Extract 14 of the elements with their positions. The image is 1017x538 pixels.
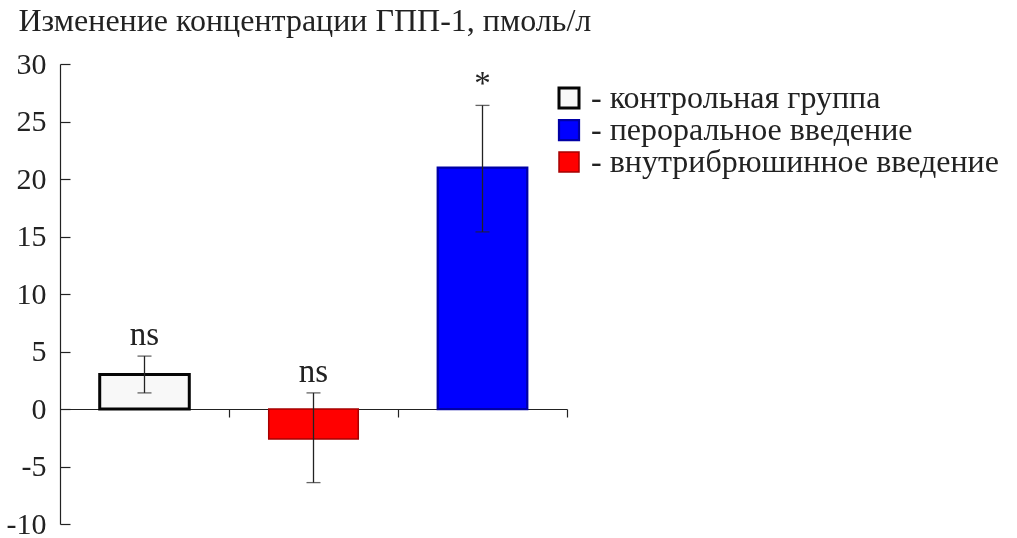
- y-tick-label: 15: [16, 219, 47, 252]
- y-tick-label: -10: [6, 506, 47, 538]
- legend-label: - контрольная группа: [591, 79, 881, 115]
- y-tick-label: 5: [31, 334, 47, 367]
- annotation: *: [474, 65, 491, 102]
- annotation: ns: [298, 352, 329, 389]
- y-tick-label: 10: [16, 276, 47, 310]
- y-tick-label: -5: [21, 449, 47, 482]
- y-tick-label: 30: [16, 46, 47, 80]
- annotation: ns: [129, 316, 160, 353]
- y-tick-label: 0: [31, 391, 47, 425]
- y-tick-label: 25: [16, 104, 47, 137]
- y-axis-title: Изменение концентрации ГПП-1, пмоль/л: [18, 1, 592, 38]
- y-tick-label: 20: [16, 161, 47, 195]
